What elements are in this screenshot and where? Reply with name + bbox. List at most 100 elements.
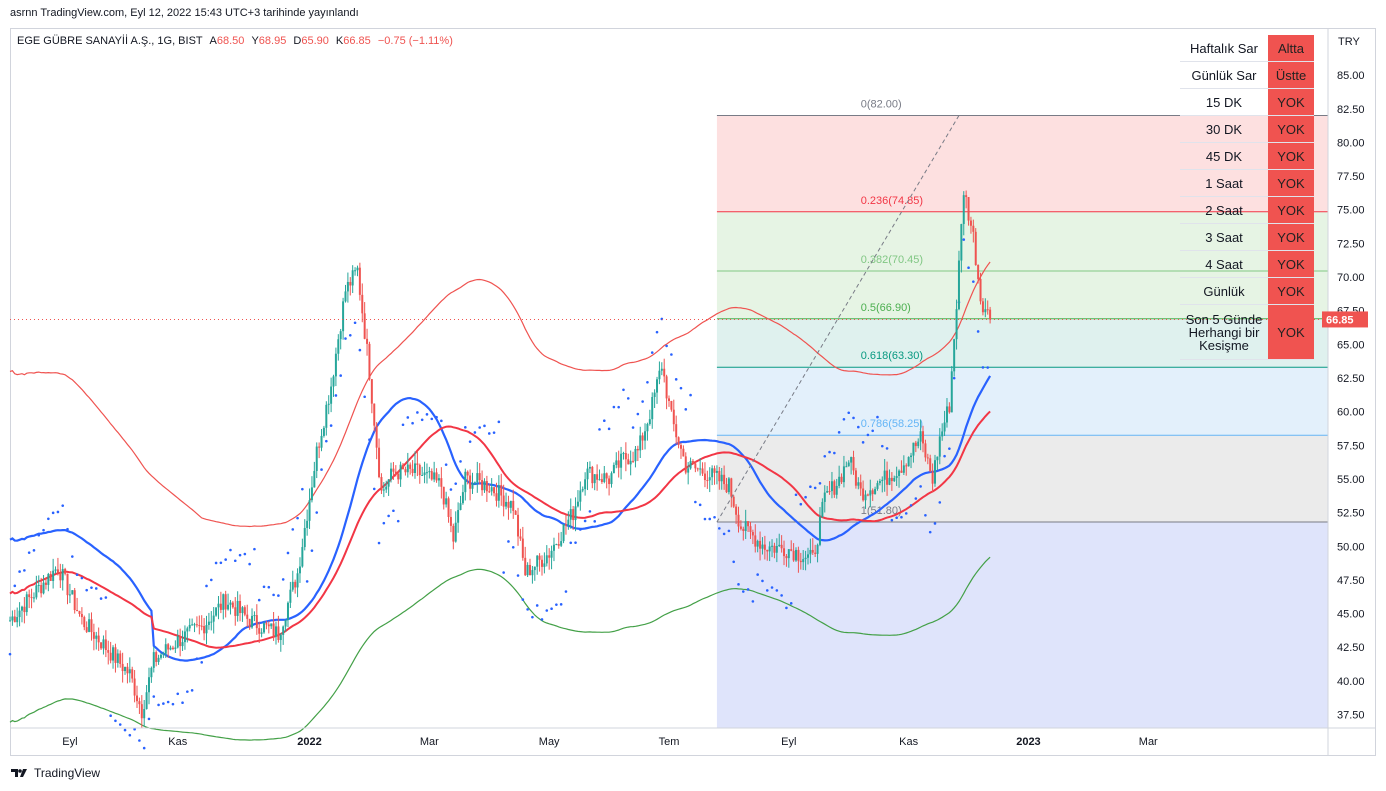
candle-body: [294, 581, 297, 588]
fib-level-label: 0.382(70.45): [861, 254, 923, 266]
sar-dot: [32, 549, 36, 552]
sar-dot: [689, 393, 692, 397]
candle-body: [392, 468, 395, 472]
candle-body: [919, 431, 922, 442]
change-value: −0.75 (−1.11%): [377, 35, 453, 47]
candle-body: [890, 477, 893, 482]
sar-dot: [780, 594, 783, 597]
sar-dot: [396, 519, 400, 523]
candle-body: [217, 603, 220, 608]
candle-body: [507, 501, 510, 508]
sar-dot: [181, 701, 184, 705]
sar-dot: [785, 606, 788, 610]
status-key: Son 5 Günde Herhangi bir Kesişme: [1180, 304, 1268, 360]
candle-body: [672, 409, 675, 425]
candle-body: [179, 635, 182, 647]
candle-body: [488, 491, 491, 493]
candle-body: [349, 281, 352, 286]
candle-body: [272, 623, 275, 637]
sar-dot: [962, 238, 966, 241]
sar-dot: [483, 424, 486, 428]
sar-dot: [756, 573, 759, 576]
candle-body: [430, 471, 433, 480]
sar-dot: [286, 551, 290, 555]
candle-body: [483, 481, 486, 491]
candle-body: [771, 545, 774, 547]
sar-dot: [329, 424, 333, 427]
sar-dot: [478, 426, 481, 429]
candle-body: [413, 463, 416, 474]
candle-body: [85, 627, 88, 632]
candle-body: [531, 570, 534, 576]
candle-body: [418, 464, 421, 476]
candle-body: [612, 464, 615, 474]
price-tick: 42.50: [1337, 642, 1365, 654]
candle-body: [859, 482, 862, 489]
candle-body: [754, 535, 757, 547]
candle-body: [37, 585, 40, 587]
sar-dot: [243, 552, 247, 556]
candle-body: [100, 642, 103, 649]
price-tick: 57.50: [1337, 440, 1365, 452]
candle-body: [864, 494, 867, 501]
sar-dot: [262, 585, 266, 589]
time-tick: 2022: [297, 736, 321, 748]
candle-body: [653, 392, 656, 398]
sar-dot: [71, 555, 74, 558]
candle-body: [708, 477, 711, 481]
candle-body: [140, 704, 143, 719]
sar-dot: [602, 419, 606, 423]
status-value: YOK: [1268, 115, 1314, 143]
candle-body: [155, 652, 158, 662]
status-value: YOK: [1268, 277, 1314, 305]
candle-body: [505, 501, 508, 507]
tradingview-logo[interactable]: TradingView: [10, 766, 100, 780]
candle-body: [917, 441, 920, 447]
fib-level-label: 0(82.00): [861, 99, 902, 111]
candle-body: [423, 472, 426, 475]
fib-zone: [716, 367, 1328, 436]
candle-body: [394, 471, 397, 474]
status-row: 4 Saat YOK: [1180, 250, 1314, 278]
price-tick: 47.50: [1337, 575, 1365, 587]
candle-body: [795, 549, 798, 561]
candle-body: [804, 557, 807, 560]
candle-body: [18, 610, 21, 618]
status-row: 2 Saat YOK: [1180, 196, 1314, 224]
sar-dot: [583, 519, 587, 523]
candle-body: [133, 678, 136, 696]
candle-body: [922, 431, 925, 444]
candle-body: [979, 278, 982, 302]
candle-body: [929, 458, 932, 472]
candle-body: [399, 464, 402, 480]
price-tick: 37.50: [1337, 710, 1365, 722]
sar-dot: [986, 366, 990, 369]
candle-body: [109, 652, 112, 661]
sar-dot: [708, 517, 712, 521]
candle-body: [663, 368, 666, 377]
sar-dot: [794, 493, 798, 497]
candle-body: [159, 654, 162, 658]
candle-body: [497, 485, 500, 501]
candle-body: [641, 435, 644, 441]
time-tick: 2023: [1016, 736, 1040, 748]
sar-dot: [511, 545, 515, 549]
sar-dot: [626, 397, 630, 400]
sar-dot: [464, 426, 467, 429]
sar-dot: [521, 598, 525, 601]
sar-dot: [416, 411, 419, 414]
candle-body: [977, 265, 980, 279]
sar-dot: [655, 330, 659, 334]
sar-dot: [938, 501, 942, 504]
sar-dot: [770, 586, 774, 589]
candle-body: [737, 514, 740, 527]
sar-dot: [162, 702, 165, 705]
candle-body: [576, 501, 579, 507]
sar-dot: [631, 426, 635, 429]
candle-body: [821, 501, 824, 517]
candle-body: [651, 397, 654, 420]
candle-body: [574, 506, 577, 521]
sar-dot: [104, 596, 108, 599]
candle-body: [25, 594, 28, 613]
